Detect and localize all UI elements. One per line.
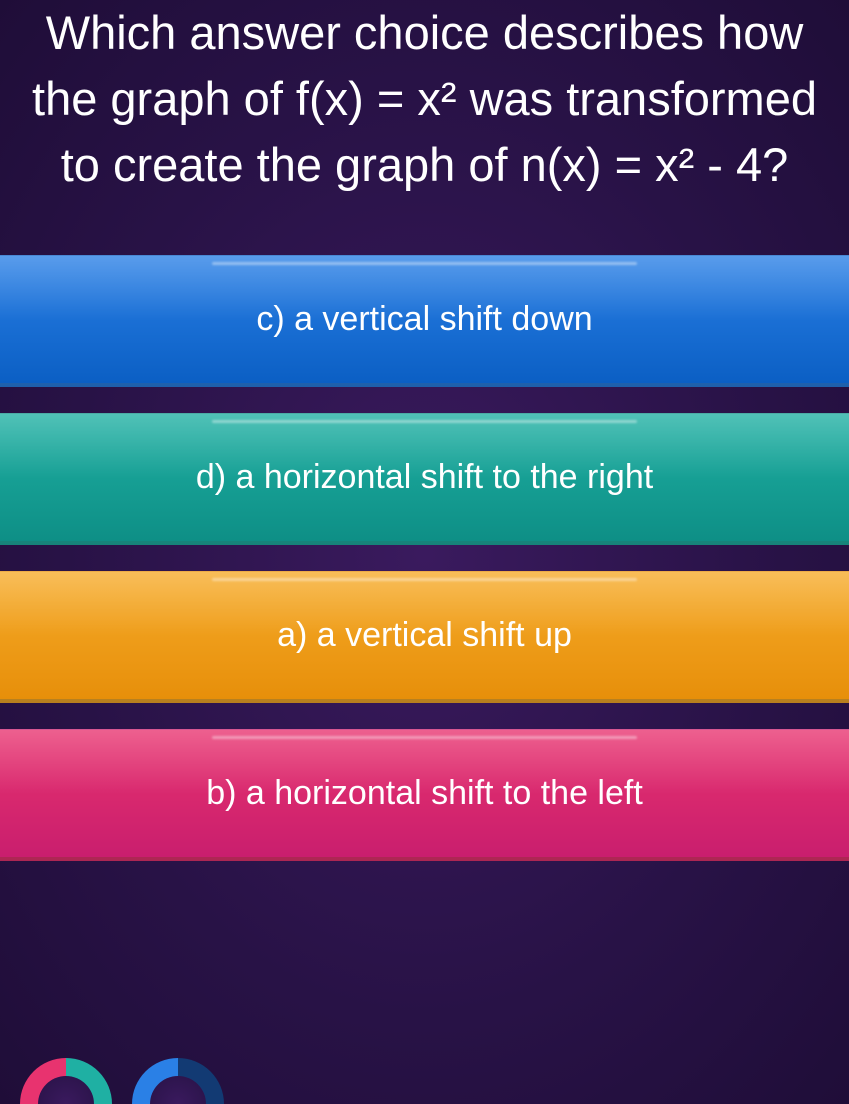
question-area: Which answer choice describes how the gr… xyxy=(0,0,849,227)
answer-choice-d[interactable]: d) a horizontal shift to the right xyxy=(0,413,849,545)
answer-label: d) a horizontal shift to the right xyxy=(196,458,653,497)
answer-choice-c[interactable]: c) a vertical shift down xyxy=(0,255,849,387)
answers-area: c) a vertical shift down d) a horizontal… xyxy=(0,227,849,1036)
answer-label: c) a vertical shift down xyxy=(256,300,592,339)
quiz-screen: Which answer choice describes how the gr… xyxy=(0,0,849,1104)
answer-choice-b[interactable]: b) a horizontal shift to the left xyxy=(0,729,849,861)
answer-label: b) a horizontal shift to the left xyxy=(206,774,643,813)
answer-label: a) a vertical shift up xyxy=(277,616,572,655)
answer-choice-a[interactable]: a) a vertical shift up xyxy=(0,571,849,703)
footer-area xyxy=(0,1036,849,1104)
powerup-button-1[interactable] xyxy=(20,1058,112,1104)
powerup-button-2[interactable] xyxy=(132,1058,224,1104)
question-text: Which answer choice describes how the gr… xyxy=(20,0,829,197)
